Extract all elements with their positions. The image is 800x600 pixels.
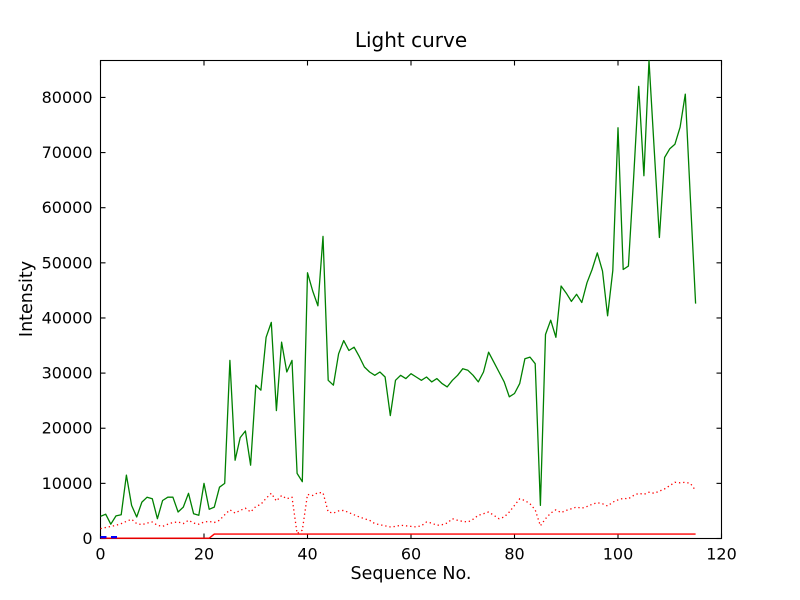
x-tick-label: 120 [706,545,737,564]
y-tick-label: 0 [82,529,92,548]
y-tick-label: 70000 [42,143,93,162]
x-tick-label: 80 [504,545,524,564]
y-axis-label: Intensity [17,260,37,338]
x-tick-label: 60 [401,545,421,564]
y-tick-label: 60000 [42,198,93,217]
series-red-solid-line [100,533,696,539]
chart-title: Light curve [354,28,468,52]
y-tick-label: 40000 [42,308,93,327]
y-tick-label: 10000 [42,474,93,493]
y-tick-label: 30000 [42,364,93,383]
axes-frame [99,59,723,540]
x-tick-label: 100 [603,545,634,564]
x-tick-label: 20 [194,545,214,564]
series-red-dotted-line [100,481,697,535]
x-tick-label: 40 [297,545,317,564]
x-axis-label: Sequence No. [350,564,472,584]
y-tick-label: 20000 [42,419,93,438]
y-tick-label: 80000 [42,88,93,107]
y-tick-label: 50000 [42,253,93,272]
series-green-line [100,59,697,525]
x-tick-label: 0 [95,545,105,564]
